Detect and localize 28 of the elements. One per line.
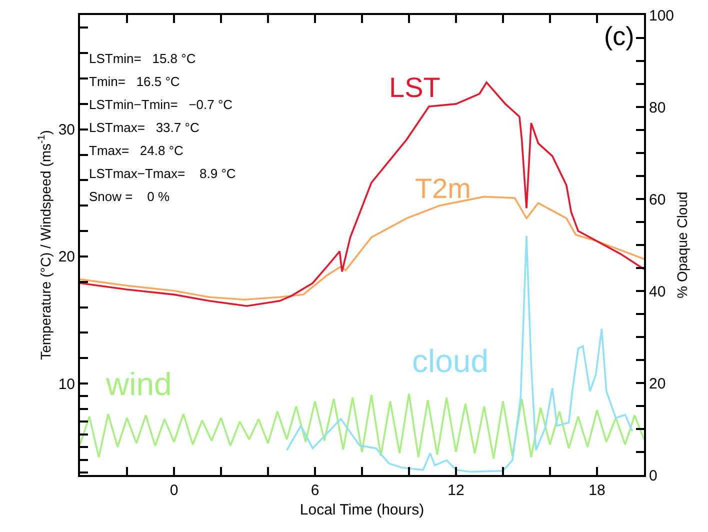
x-tick-label: 0 [170,482,178,499]
series-label: LST [389,72,440,103]
y2-tick-label: 100 [649,7,674,24]
series-label: T2m [415,173,471,204]
annotation: Snow = 0 % [89,189,170,204]
series-label: cloud [412,343,488,379]
y-tick-label: 20 [58,248,75,266]
y2-tick-label: 20 [649,375,666,392]
annotation: Tmin= 16.5 °C [89,74,180,89]
y2-tick-label: 0 [649,467,658,484]
y2-tick-label: 60 [649,191,666,208]
y-tick-label: 30 [58,122,75,139]
x-tick-label: 6 [310,482,320,499]
x-tick-label: 18 [588,482,606,499]
x-axis-title: Local Time (hours) [300,502,424,518]
y2-tick-label: 80 [649,99,666,116]
annotation: LSTmin−Tmin= −0.7 °C [89,97,233,112]
x-tick-label: 12 [448,482,464,499]
annotation: Tmax= 24.8 °C [89,143,184,158]
y-tick-label: 10 [58,376,75,393]
y2-tick-label: 40 [649,283,666,300]
y2-axis-title: % Opaque Cloud [674,192,690,298]
annotation: LSTmax= 33.7 °C [89,120,200,135]
annotation: (c) [604,21,634,51]
series-label: wind [105,366,172,402]
annotation: LSTmin= 15.8 °C [89,51,196,66]
line-series [286,234,634,473]
annotation: LSTmax−Tmax= 8.9 °C [89,166,236,181]
